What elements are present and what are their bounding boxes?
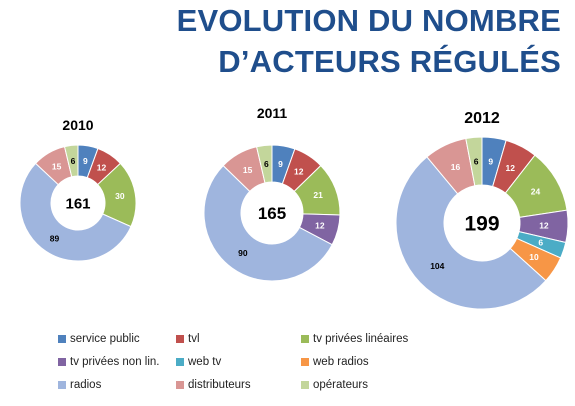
legend-item: distributeurs: [176, 379, 251, 391]
slice-value-label: 12: [294, 166, 304, 176]
slice-value-label: 10: [529, 252, 539, 262]
legend-swatch: [176, 381, 184, 389]
donut-total: 199: [464, 213, 499, 236]
legend-swatch: [301, 381, 309, 389]
slice-value-label: 104: [430, 261, 444, 271]
legend-item: web tv: [176, 356, 221, 368]
donut-chart-2010: 2010 9 12 30 89 15 6 161: [19, 117, 137, 262]
legend-item: tv privées non lin.: [58, 356, 160, 368]
slice-value-label: 9: [83, 156, 88, 166]
slice-value-label: 30: [115, 191, 125, 201]
page-title-line-2: D’ACTEURS RÉGULÉS: [218, 44, 561, 79]
slice-value-label: 12: [539, 220, 549, 230]
slice-value-label: 6: [474, 156, 479, 166]
slice-value-label: 15: [52, 161, 62, 171]
legend-label: opérateurs: [313, 379, 368, 391]
donut-chart-2012: 2012 9 12 24 12 6 10 104 16 6 199: [395, 110, 569, 310]
slice-value-label: 15: [243, 165, 253, 175]
legend-item: service public: [58, 333, 140, 345]
slice-value-label: 16: [451, 162, 461, 172]
slice-value-label: 90: [238, 248, 248, 258]
donut-slice-op-rateurs: [255, 144, 273, 184]
donut-slice-radios: [19, 162, 132, 262]
slice-value-label: 21: [313, 190, 323, 200]
donut-total: 161: [65, 195, 90, 212]
legend-label: web radios: [313, 356, 369, 368]
slice-value-label: 12: [97, 163, 107, 173]
legend-label: radios: [70, 379, 102, 391]
chart-year-title: 2010: [62, 117, 93, 133]
chart-year-title: 2012: [464, 110, 500, 127]
legend-swatch: [58, 335, 66, 343]
legend-swatch: [301, 358, 309, 366]
slice-value-label: 9: [278, 159, 283, 169]
chart-year-title: 2011: [257, 105, 288, 121]
slice-value-label: 6: [71, 156, 76, 166]
slice-value-label: 6: [264, 159, 269, 169]
legend-swatch: [301, 335, 309, 343]
slice-value-label: 89: [50, 233, 60, 243]
legend-swatch: [58, 381, 66, 389]
legend-item: tvl: [176, 333, 200, 345]
donut-slice-radios: [203, 164, 333, 282]
legend-label: tv privées linéaires: [313, 333, 409, 345]
legend-item: tv privées linéaires: [301, 333, 408, 345]
donut-charts: 2010 9 12 30 89 15 6 161 2011 9 12 21 12 90 15 6 165 2012…: [19, 105, 569, 310]
page-title-line-1: EVOLUTION DU NOMBRE: [176, 3, 561, 38]
donut-slice-op-rateurs: [63, 144, 79, 178]
chart-legend: service public tvl tv privées linéaires tv …: [58, 333, 558, 403]
legend-label: distributeurs: [188, 379, 251, 391]
donut-slice-radios: [395, 156, 547, 310]
legend-swatch: [58, 358, 66, 366]
legend-item: opérateurs: [301, 379, 368, 391]
slice-value-label: 12: [315, 221, 325, 231]
legend-item: radios: [58, 379, 101, 391]
legend-label: tvl: [188, 333, 200, 345]
legend-label: web tv: [188, 356, 222, 368]
slice-value-label: 24: [531, 187, 541, 197]
legend-label: tv privées non lin.: [70, 356, 160, 368]
legend-swatch: [176, 358, 184, 366]
legend-item: web radios: [301, 356, 369, 368]
donut-chart-2011: 2011 9 12 21 12 90 15 6 165: [203, 105, 341, 282]
slice-value-label: 12: [506, 163, 516, 173]
slice-value-label: 9: [488, 157, 493, 167]
slice-value-label: 6: [538, 238, 543, 248]
legend-label: service public: [70, 333, 140, 345]
legend-swatch: [176, 335, 184, 343]
donut-slice-op-rateurs: [465, 136, 483, 187]
donut-total: 165: [258, 204, 286, 223]
